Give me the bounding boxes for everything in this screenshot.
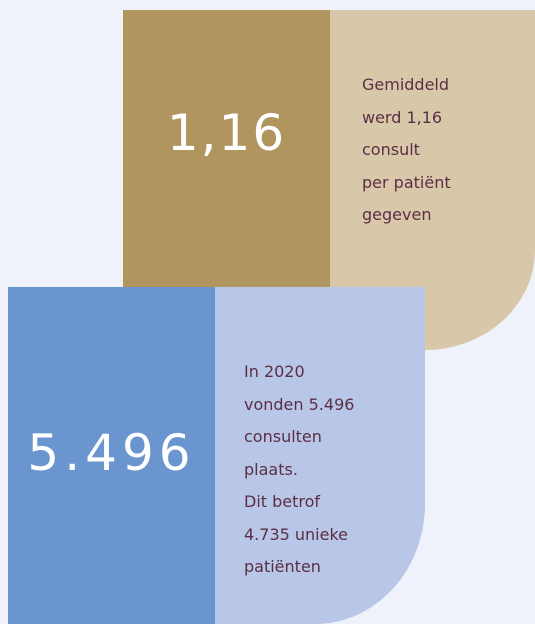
text-line: gegeven [362,205,432,224]
card-2-dark [8,287,215,624]
text-line: consulten [244,427,322,446]
text-line: 4.735 unieke [244,524,348,544]
card-2-number: 5.496 [27,424,196,482]
card-1-dark [123,10,330,290]
text-line: consult [362,140,420,159]
text-line: In 2020 [244,362,305,381]
text-line: Dit betrof [244,492,321,511]
text-line: patiënten [244,557,321,576]
card-2-light [215,287,425,624]
card-1-text: Gemiddeld werd 1,16 consult per patiënt gege… [362,69,451,232]
text-line: werd 1,16 [362,107,443,127]
text-line: per patiënt [362,172,451,192]
card-2-text: In 2020 vonden 5.496 consulten plaats. Dit b… [244,356,354,584]
text-line: vonden 5.496 [244,394,355,414]
card-1-number: 1,16 [166,104,287,162]
text-line: plaats. [244,459,298,479]
text-line: Gemiddeld [362,75,450,94]
